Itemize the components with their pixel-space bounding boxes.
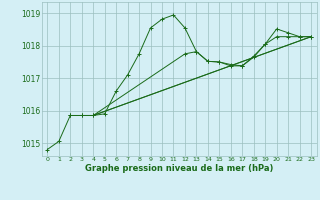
X-axis label: Graphe pression niveau de la mer (hPa): Graphe pression niveau de la mer (hPa) (85, 164, 273, 173)
